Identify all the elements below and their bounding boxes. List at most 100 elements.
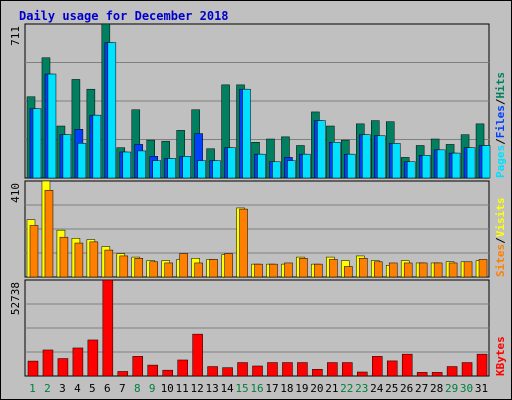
bar-sites-14 <box>224 253 233 278</box>
day-label-6: 6 <box>104 382 111 395</box>
legend-top-part-0: Pages <box>494 145 507 178</box>
day-label-1: 1 <box>29 382 36 395</box>
bar-sites-7 <box>119 255 129 278</box>
bar-sites-16 <box>254 263 263 278</box>
bar-kbytes-12 <box>192 333 203 377</box>
bar-sites-11 <box>179 253 188 278</box>
day-label-21: 21 <box>325 382 338 395</box>
day-label-7: 7 <box>119 382 126 395</box>
bar-pages-1 <box>32 108 42 179</box>
bar-pages-27 <box>421 155 431 179</box>
bar-pages-26 <box>406 161 416 179</box>
legend-middle-part-1: / <box>494 237 507 244</box>
legend-middle-part-2: Visits <box>494 198 507 238</box>
day-label-19: 19 <box>295 382 308 395</box>
bar-sites-31 <box>478 259 488 278</box>
legend-top: Pages/Files/Hits <box>494 72 507 178</box>
bar-pages-4 <box>77 143 87 179</box>
bar-sites-9 <box>149 261 158 278</box>
day-label-8: 8 <box>134 382 141 395</box>
bar-kbytes-8 <box>132 356 144 377</box>
bar-pages-14 <box>227 147 236 179</box>
day-label-10: 10 <box>161 382 174 395</box>
day-label-20: 20 <box>310 382 323 395</box>
bar-sites-26 <box>403 262 413 278</box>
bar-pages-23 <box>362 134 371 179</box>
bar-kbytes-29 <box>446 366 458 377</box>
bar-pages-22 <box>347 153 356 179</box>
bar-sites-13 <box>209 259 218 278</box>
day-label-2: 2 <box>44 382 51 395</box>
ymax-label-middle: 410 <box>9 183 22 203</box>
bar-pages-31 <box>481 145 491 179</box>
day-label-16: 16 <box>250 382 263 395</box>
bar-pages-3 <box>62 134 72 179</box>
bar-kbytes-3 <box>57 358 69 377</box>
bar-kbytes-7 <box>117 371 129 377</box>
bar-kbytes-30 <box>461 362 473 377</box>
legend-bottom-part-0: KBytes <box>494 336 507 376</box>
bar-sites-6 <box>104 249 114 278</box>
bar-sites-20 <box>314 263 323 278</box>
bar-pages-7 <box>122 151 132 179</box>
day-label-28: 28 <box>430 382 443 395</box>
bar-kbytes-26 <box>401 353 413 377</box>
bar-sites-19 <box>299 258 308 278</box>
bar-sites-18 <box>284 262 293 278</box>
day-label-12: 12 <box>191 382 204 395</box>
bar-sites-2 <box>44 190 54 278</box>
bar-kbytes-28 <box>431 372 443 377</box>
bar-pages-21 <box>332 142 341 179</box>
bar-sites-15 <box>239 208 248 278</box>
legend-middle: Sites/Visits <box>494 198 507 278</box>
bar-kbytes-20 <box>312 369 323 377</box>
bar-sites-24 <box>374 261 383 278</box>
bar-pages-12 <box>197 160 206 179</box>
bar-kbytes-31 <box>476 353 488 377</box>
day-label-23: 23 <box>355 382 368 395</box>
bar-pages-19 <box>302 153 311 179</box>
bar-kbytes-15 <box>237 362 248 377</box>
bar-pages-18 <box>287 160 296 179</box>
legend-top-part-3: / <box>494 98 507 105</box>
legend-middle-part-0: Sites <box>494 244 507 277</box>
bar-kbytes-11 <box>177 359 188 377</box>
bar-kbytes-18 <box>282 362 293 377</box>
legend-top-part-2: Files <box>494 105 507 138</box>
bar-pages-13 <box>212 160 221 179</box>
legend-top-part-4: Hits <box>494 72 507 99</box>
bar-pages-24 <box>377 135 386 179</box>
day-label-24: 24 <box>370 382 384 395</box>
day-label-17: 17 <box>265 382 278 395</box>
bar-pages-11 <box>182 156 191 179</box>
bar-sites-28 <box>433 262 443 278</box>
bar-kbytes-23 <box>357 371 368 377</box>
bar-pages-28 <box>436 149 446 179</box>
bar-kbytes-16 <box>252 365 263 377</box>
day-label-18: 18 <box>280 382 293 395</box>
day-label-26: 26 <box>400 382 413 395</box>
bar-pages-2 <box>47 73 57 179</box>
ymax-label-bottom: 52738 <box>9 282 22 315</box>
day-label-5: 5 <box>89 382 96 395</box>
bar-kbytes-5 <box>87 339 99 377</box>
bar-kbytes-25 <box>386 360 398 377</box>
bar-sites-10 <box>164 262 173 278</box>
bar-sites-23 <box>359 258 368 278</box>
day-label-27: 27 <box>415 382 428 395</box>
bar-pages-10 <box>167 158 176 179</box>
bar-pages-6 <box>107 42 117 179</box>
bar-sites-3 <box>59 236 69 278</box>
legend-bottom: KBytes <box>494 336 507 376</box>
bar-kbytes-4 <box>72 347 84 377</box>
day-label-13: 13 <box>205 382 218 395</box>
bar-pages-8 <box>137 150 147 179</box>
day-label-22: 22 <box>340 382 353 395</box>
bar-sites-5 <box>89 241 99 278</box>
day-label-29: 29 <box>445 382 458 395</box>
bar-kbytes-22 <box>342 362 353 377</box>
bar-kbytes-27 <box>416 372 428 377</box>
bar-kbytes-14 <box>222 367 233 377</box>
ymax-label-top: 711 <box>9 26 22 46</box>
